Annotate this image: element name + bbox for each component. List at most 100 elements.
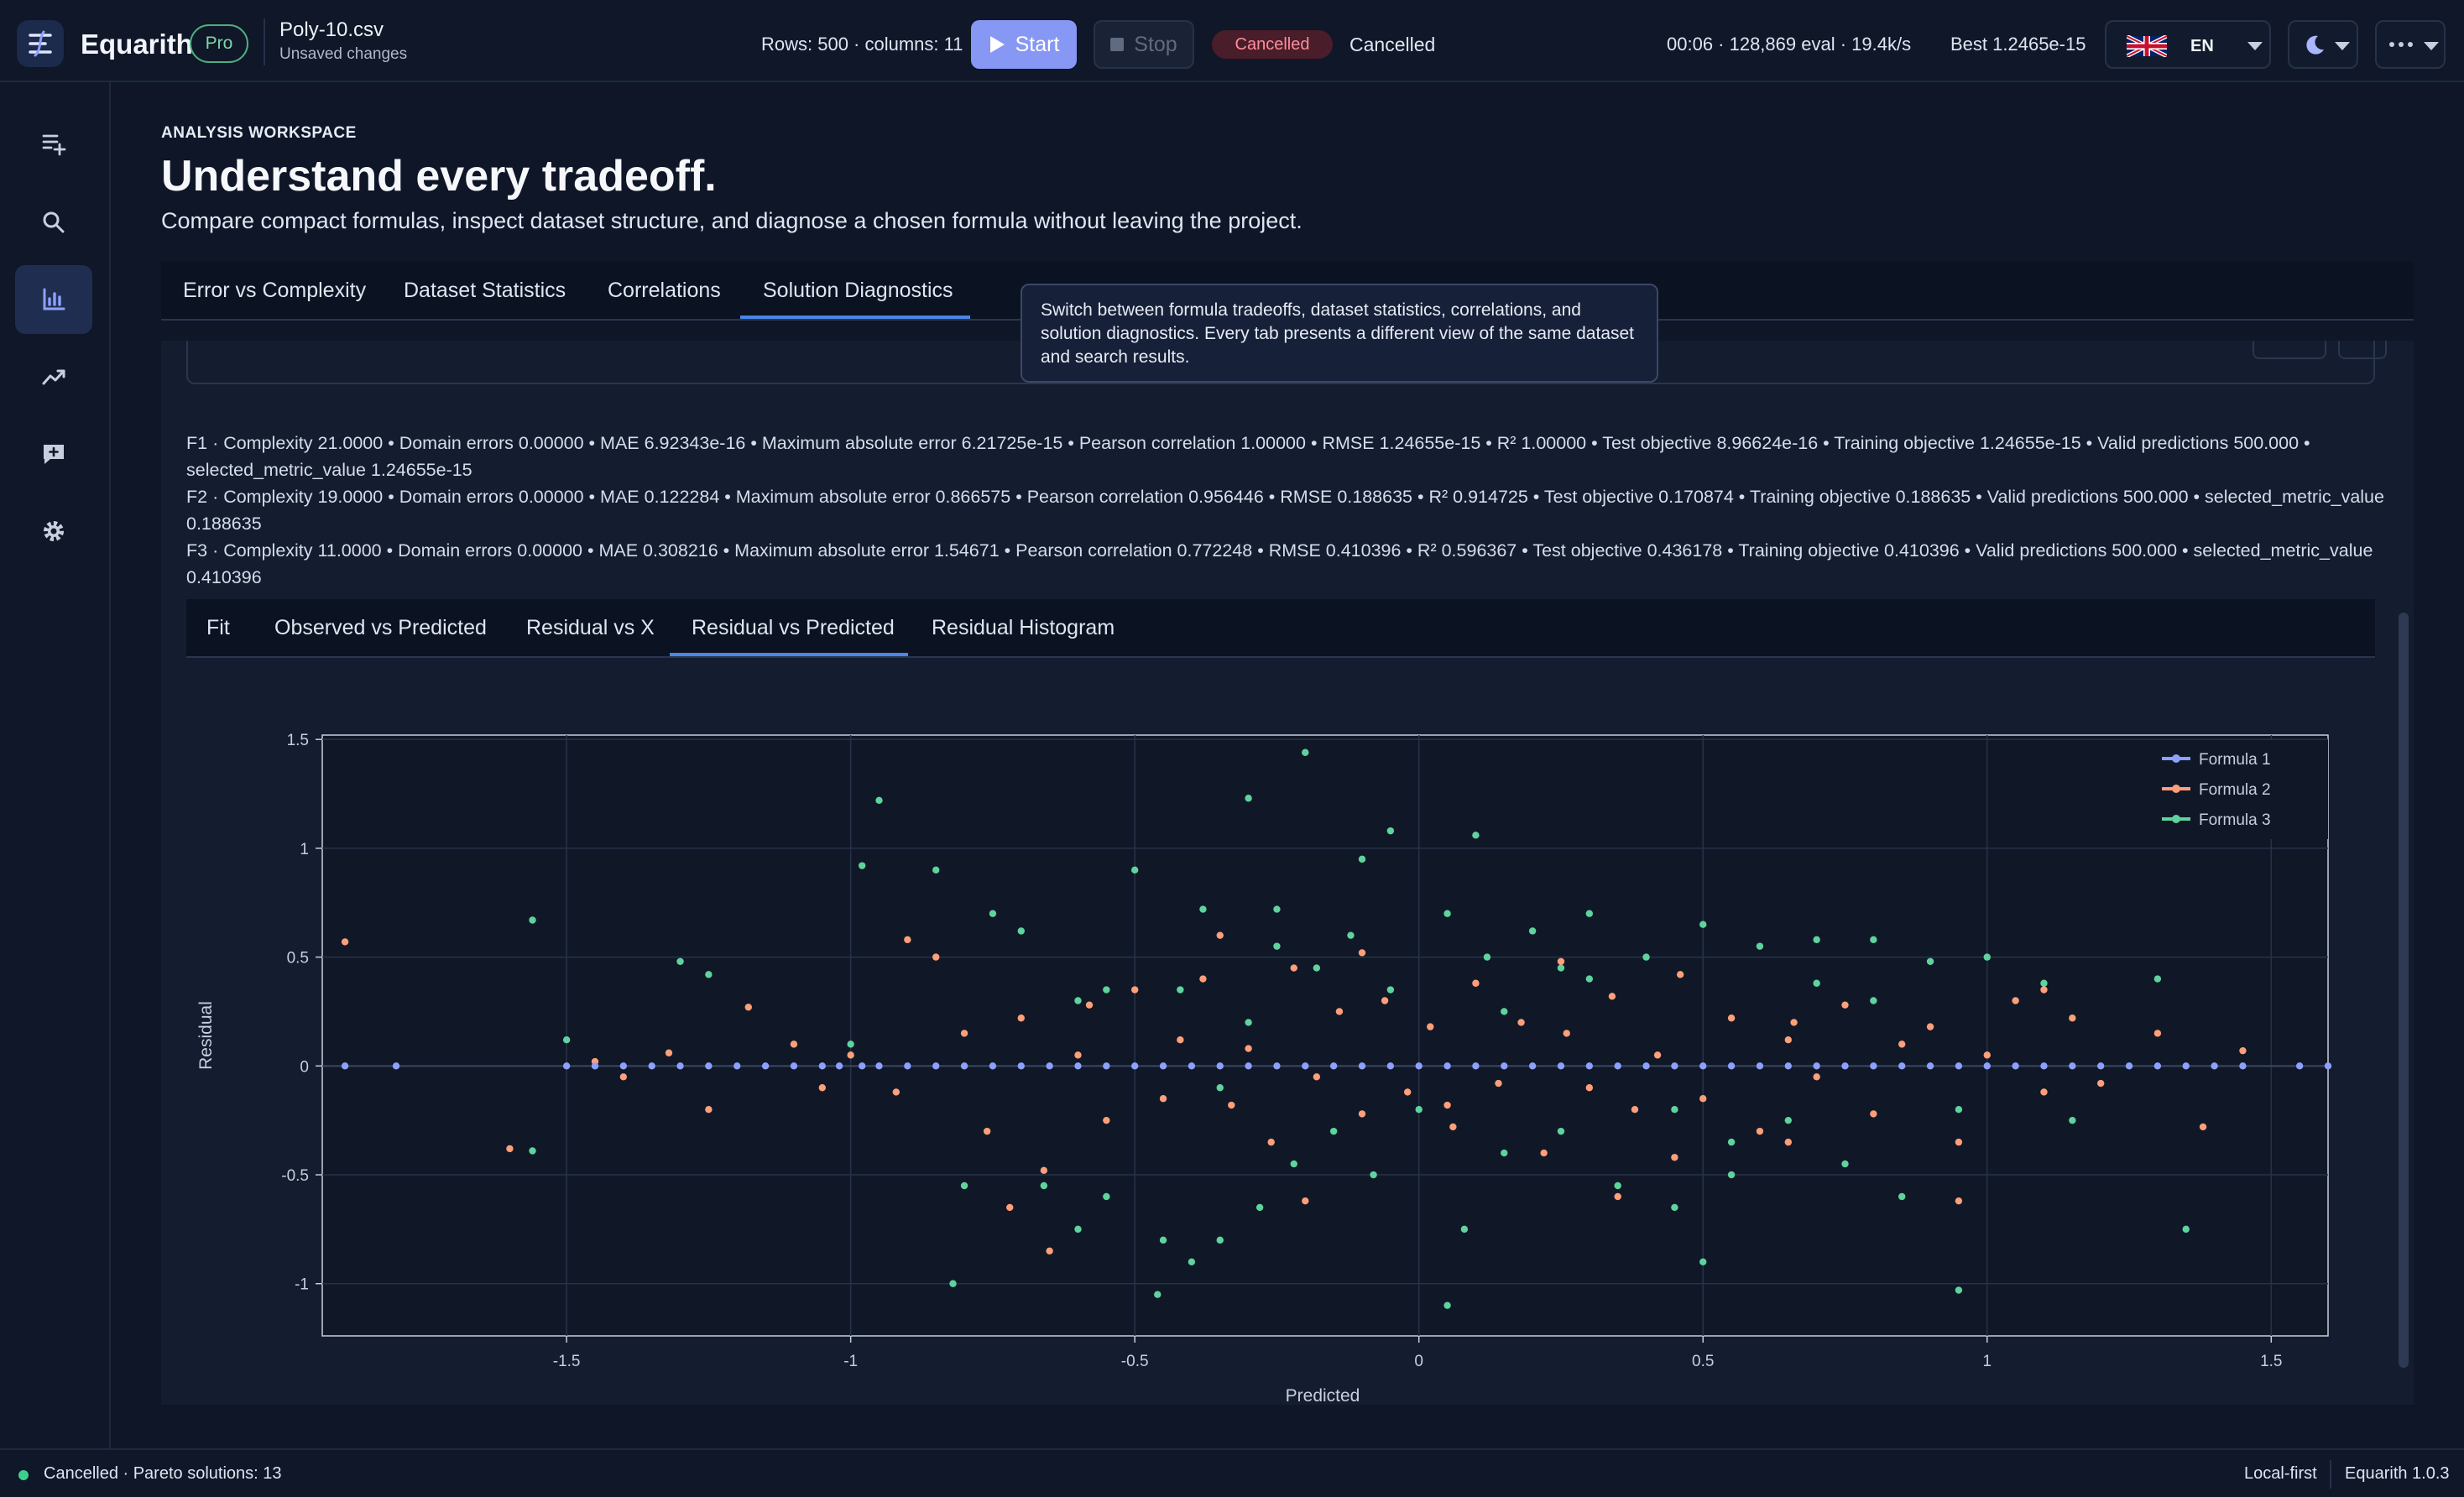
scatter-point-1 bbox=[859, 1062, 866, 1070]
scatter-point-3 bbox=[1443, 1301, 1451, 1309]
scatter-point-1 bbox=[1273, 1062, 1281, 1070]
tab-solution-diagnostics[interactable]: Solution Diagnostics bbox=[763, 279, 953, 302]
tab-correlations[interactable]: Correlations bbox=[608, 279, 721, 302]
run-stats: 00:06 · 128,869 eval · 19.4k/s bbox=[1667, 34, 1912, 55]
nav-item-trends[interactable] bbox=[15, 342, 92, 411]
best-score: Best 1.2465e-15 bbox=[1950, 34, 2086, 55]
top-bar: Equarith Pro Poly-10.csv Unsaved changes… bbox=[0, 0, 2464, 82]
status-badge: Cancelled bbox=[1212, 30, 1333, 59]
nav-item-search[interactable] bbox=[15, 188, 92, 257]
x-tick-label: 0 bbox=[1414, 1353, 1423, 1370]
legend-entry[interactable]: Formula 3 bbox=[2199, 811, 2271, 829]
x-tick-label: -0.5 bbox=[1121, 1353, 1149, 1370]
scatter-point-1 bbox=[2153, 1062, 2162, 1070]
moon-icon bbox=[2306, 35, 2324, 55]
tab-error-vs-complexity[interactable]: Error vs Complexity bbox=[183, 279, 367, 302]
scatter-point-3 bbox=[1177, 986, 1184, 994]
app-name: Equarith bbox=[81, 29, 193, 60]
scatter-point-2 bbox=[2153, 1030, 2162, 1037]
scatter-point-3 bbox=[989, 910, 997, 917]
scatter-point-2 bbox=[1813, 1073, 1820, 1081]
tab-dataset-statistics[interactable]: Dataset Statistics bbox=[404, 279, 566, 302]
scatter-point-2 bbox=[1983, 1051, 1991, 1059]
subtab-residual-vs-x[interactable]: Residual vs X bbox=[526, 616, 655, 639]
scatter-point-3 bbox=[1784, 1116, 1792, 1124]
scatter-point-3 bbox=[960, 1181, 968, 1190]
scatter-point-2 bbox=[1040, 1166, 1048, 1175]
subtab-fit[interactable]: Fit bbox=[206, 616, 230, 639]
feedback-icon bbox=[44, 445, 64, 464]
scatter-point-1 bbox=[1671, 1062, 1678, 1070]
play-icon bbox=[989, 36, 1005, 53]
subtab-residual-vs-predicted[interactable]: Residual vs Predicted bbox=[692, 616, 895, 639]
scatter-point-3 bbox=[1870, 997, 1877, 1004]
scatter-point-2 bbox=[1358, 949, 1366, 957]
subtab-observed-vs-predicted[interactable]: Observed vs Predicted bbox=[274, 616, 487, 639]
scatter-point-3 bbox=[1216, 1236, 1224, 1244]
scatter-point-1 bbox=[989, 1062, 997, 1070]
scatter-point-2 bbox=[1784, 1035, 1792, 1044]
scatter-point-2 bbox=[1381, 997, 1389, 1004]
scatter-point-1 bbox=[1130, 1062, 1139, 1070]
scatter-point-3 bbox=[1501, 1149, 1508, 1157]
page-subtitle: Compare compact formulas, inspect datase… bbox=[161, 208, 1302, 233]
trend-icon bbox=[42, 369, 65, 385]
scatter-point-3 bbox=[1273, 905, 1281, 913]
gear-icon bbox=[44, 521, 64, 541]
legend-marker bbox=[2172, 754, 2180, 763]
scatter-point-3 bbox=[2182, 1225, 2190, 1234]
scatter-point-2 bbox=[892, 1088, 901, 1096]
scatter-point-1 bbox=[1415, 1062, 1423, 1070]
scatter-point-1 bbox=[1699, 1062, 1707, 1070]
card-action-button[interactable] bbox=[2338, 341, 2387, 359]
scatter-point-3 bbox=[847, 1041, 854, 1048]
panel-scrollbar[interactable] bbox=[2399, 613, 2409, 1368]
theme-toggle[interactable] bbox=[2288, 20, 2358, 69]
scatter-point-1 bbox=[960, 1062, 968, 1070]
scatter-point-1 bbox=[2012, 1062, 2019, 1070]
scatter-point-3 bbox=[1727, 1171, 1736, 1179]
scatter-point-3 bbox=[1501, 1008, 1508, 1015]
scatter-point-3 bbox=[1585, 975, 1594, 983]
scatter-point-3 bbox=[1699, 1258, 1707, 1265]
legend-entry[interactable]: Formula 2 bbox=[2199, 781, 2271, 799]
scatter-point-1 bbox=[1358, 1062, 1366, 1070]
scatter-point-2 bbox=[1926, 1023, 1934, 1030]
plan-badge: Pro bbox=[190, 24, 248, 63]
divider bbox=[2330, 1460, 2331, 1489]
nav-item-new-run[interactable] bbox=[15, 109, 92, 178]
scatter-point-1 bbox=[1017, 1062, 1025, 1070]
legend-entry[interactable]: Formula 1 bbox=[2199, 751, 2271, 769]
nav-item-feedback[interactable] bbox=[15, 420, 92, 488]
divider bbox=[264, 18, 265, 65]
scatter-point-1 bbox=[341, 1062, 349, 1070]
language-select[interactable]: EN bbox=[2105, 20, 2271, 69]
scatter-point-2 bbox=[1841, 1001, 1849, 1009]
scatter-point-2 bbox=[1046, 1247, 1053, 1255]
scatter-point-1 bbox=[1472, 1062, 1480, 1070]
diagnostic-subtabs: Fit Observed vs Predicted Residual vs X … bbox=[186, 599, 2375, 658]
subtab-residual-histogram[interactable]: Residual Histogram bbox=[932, 616, 1115, 639]
scatter-point-2 bbox=[1130, 986, 1139, 994]
metric-line-f1: F1 · Complexity 21.0000 • Domain errors … bbox=[186, 433, 2310, 480]
chart-legend[interactable]: Formula 1 Formula 2 Formula 3 bbox=[2145, 740, 2328, 839]
scatter-point-1 bbox=[2182, 1062, 2190, 1070]
card-action-button[interactable] bbox=[2253, 341, 2326, 359]
scatter-point-2 bbox=[705, 1106, 713, 1114]
x-tick-label: 1.5 bbox=[2260, 1353, 2282, 1370]
scatter-point-3 bbox=[1642, 953, 1650, 961]
scatter-point-3 bbox=[1358, 855, 1366, 863]
stop-button[interactable]: Stop bbox=[1094, 20, 1194, 69]
app-logo[interactable] bbox=[17, 20, 64, 67]
scatter-point-2 bbox=[1671, 1154, 1678, 1161]
start-button[interactable]: Start bbox=[971, 20, 1077, 69]
nav-item-analysis[interactable] bbox=[15, 265, 92, 334]
scatter-point-3 bbox=[1557, 964, 1565, 972]
scatter-point-2 bbox=[1443, 1101, 1451, 1109]
scatter-point-3 bbox=[1017, 927, 1025, 935]
scatter-point-1 bbox=[2324, 1062, 2332, 1070]
scatter-point-3 bbox=[1255, 1203, 1264, 1212]
nav-item-settings[interactable] bbox=[15, 497, 92, 566]
scatter-point-2 bbox=[665, 1049, 673, 1056]
more-menu-button[interactable] bbox=[2375, 20, 2446, 69]
